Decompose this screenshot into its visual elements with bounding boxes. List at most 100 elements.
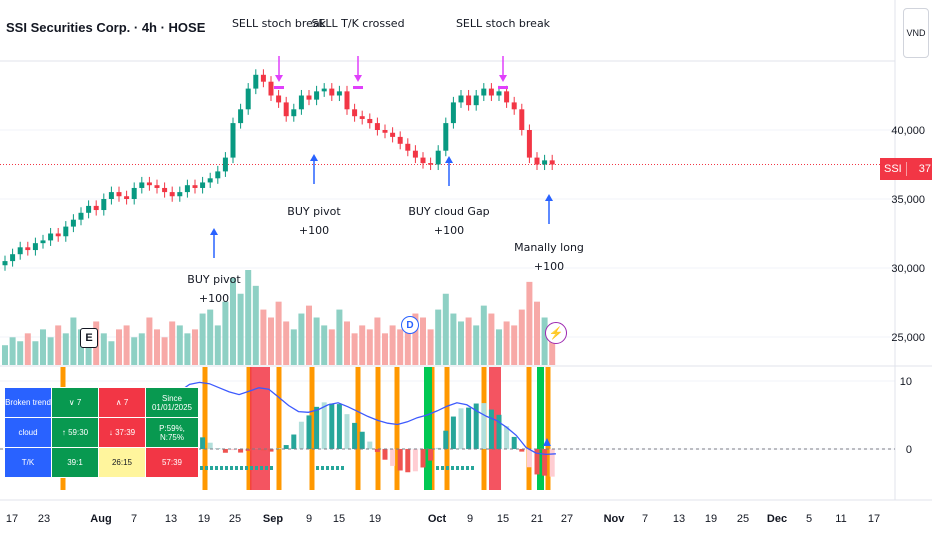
candle-body [78,212,84,220]
candle-body [124,196,130,199]
volume-bar [298,313,305,365]
volume-bar [116,329,122,365]
volume-bar [207,309,214,365]
histogram-bar [473,403,479,449]
indicator-dot [265,466,268,470]
histogram-bar [374,449,380,452]
time-axis-label: 5 [806,513,812,525]
histogram-bar [314,406,320,449]
indicator-axis-label: 0 [906,444,912,456]
candle-body [496,91,502,96]
currency-button[interactable]: VND [903,8,929,58]
indicator-dot [471,466,474,470]
candle-body [260,74,266,82]
volume-bar [184,333,191,365]
time-axis-label: 19 [705,513,717,525]
annotation-text: SELL stoch break [455,17,551,30]
indicator-dot [235,466,238,470]
candle-body [504,91,510,103]
volume-bar [359,325,366,365]
candle-body [473,95,479,106]
volume-bar [420,317,426,365]
candle-body [458,95,464,103]
split-marker[interactable]: ⚡ [545,322,567,344]
stats-cell: ∧ 7 [98,387,146,418]
histogram-bar [238,449,244,453]
volume-bar [237,293,244,365]
histogram-bar [534,449,540,475]
indicator-signal-bar [246,367,252,490]
indicator-signal-bar [394,367,400,490]
candle-body [200,182,206,188]
candle-body [435,150,441,165]
volume-bar [503,321,510,365]
indicator-signal-bar [355,367,361,490]
indicator-arrow [543,438,551,446]
indicator-dot [240,466,243,470]
stats-cell: ∨ 7 [51,387,99,418]
candle-body [390,132,396,137]
sell-arrow-head [499,75,507,82]
histogram-bar [344,414,350,449]
stats-cell: cloud [4,417,52,448]
indicator-signal-bar [309,367,315,490]
stats-row-broken-trend: Broken trend ∨ 7 ∧ 7 Since 01/01/2025 [4,387,199,418]
stats-row-cloud: cloud ↑ 59:30 ↓ 37:39 P:59%, N:75% [4,417,199,448]
annotation-buy-cloud-gap: BUY cloud Gap +100 [408,202,489,240]
indicator-dot [205,466,208,470]
volume-bar [55,325,62,365]
candle-body [420,157,426,164]
candle-body [519,109,525,130]
indicator-dot [220,466,223,470]
histogram-bar [428,449,434,461]
annotation-sell-stoch-break-2: SELL stoch break [456,14,550,33]
annotation-text: BUY cloud Gap [408,205,490,218]
histogram-bar [268,449,274,452]
candle-body [526,130,532,158]
volume-bar [351,333,358,365]
candle-body [298,95,304,110]
time-axis-label: 27 [561,513,573,525]
annotation-sell-stoch-break-1: SELL stoch break [232,14,326,33]
price-axis-label: 35,000 [891,194,925,206]
last-price-tag: SSI 37,500 [880,158,932,180]
indicator-dot [331,466,334,470]
candle-body [466,95,472,106]
histogram-bar [336,404,342,449]
histogram-bar [222,449,228,453]
indicator-dot [255,466,258,470]
volume-bar [161,337,168,365]
histogram-bar [488,409,494,449]
candle-body [344,91,350,110]
candle-body [245,88,251,110]
stats-cell: 26:15 [98,447,146,478]
volume-bar [230,277,236,365]
candle-body [321,88,327,92]
candle-body [108,192,114,199]
indicator-axis-label: 10 [900,376,912,388]
volume-bar [222,301,229,365]
time-axis-label: 13 [673,513,685,525]
histogram-bar [519,449,525,452]
candle-body [93,205,99,211]
indicator-dot [446,466,449,470]
earnings-marker[interactable]: E [80,328,98,348]
volume-bar [154,329,160,365]
dividend-marker[interactable]: D [401,316,419,334]
volume-bar [321,325,328,365]
annotation-qty: +100 [298,224,330,237]
time-axis-label: 21 [531,513,543,525]
stats-row-tk: T/K 39:1 26:15 57:39 [4,447,199,478]
indicator-dot [260,466,263,470]
volume-bar [32,341,39,365]
indicator-dot [316,466,319,470]
stats-cell: ↑ 59:30 [51,417,99,448]
annotation-qty: +100 [433,224,465,237]
candle-body [184,185,190,193]
histogram-bar [458,408,464,449]
volume-bar [344,321,350,365]
candle-body [412,150,418,158]
sell-marker-bar [274,86,284,89]
price-tag-separator [905,162,915,176]
candle-body [192,185,198,188]
